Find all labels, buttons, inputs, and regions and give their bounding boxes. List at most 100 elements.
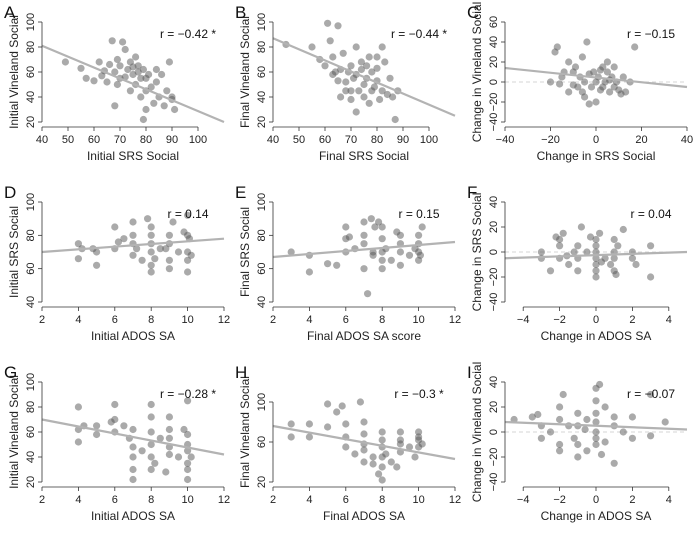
x-tick-label: 90	[166, 134, 178, 146]
data-point	[187, 453, 195, 461]
data-point	[77, 64, 85, 72]
panel-letter: A	[4, 3, 16, 22]
data-point	[661, 418, 669, 426]
data-point	[147, 248, 155, 256]
x-tick-label: 60	[319, 134, 331, 146]
data-point	[601, 403, 609, 411]
x-tick-label: −2	[553, 314, 566, 326]
data-point	[184, 268, 192, 276]
data-point	[571, 63, 580, 71]
x-tick-label: 4	[666, 314, 672, 326]
y-axis-label: Change in Vineland Social	[470, 362, 484, 503]
data-point	[360, 265, 368, 273]
data-point	[553, 43, 561, 51]
data-point	[129, 475, 137, 484]
data-point	[337, 93, 345, 101]
data-point	[590, 68, 598, 76]
y-tick-label: 20	[488, 221, 500, 233]
y-tick-label: 60	[256, 66, 268, 78]
y-tick-label: −40	[488, 113, 500, 132]
panel-letter: E	[235, 183, 246, 202]
data-point	[145, 70, 153, 79]
y-tick-label: 80	[25, 41, 37, 53]
data-point	[74, 255, 82, 263]
data-point	[147, 465, 155, 474]
data-point	[169, 218, 177, 226]
data-point	[93, 430, 101, 439]
data-point	[334, 77, 342, 85]
x-tick-label: 0	[593, 494, 599, 506]
x-axis-label: Initial ADOS SA	[91, 329, 175, 343]
data-point	[619, 225, 627, 234]
data-point	[129, 465, 137, 474]
data-point	[138, 447, 146, 455]
data-point	[352, 108, 360, 116]
data-point	[393, 228, 401, 236]
x-tick-label: −4	[517, 494, 530, 506]
x-tick-label: 10	[181, 494, 193, 506]
data-point	[137, 93, 145, 101]
data-point	[586, 233, 595, 241]
y-tick-label: 100	[25, 373, 37, 391]
data-point	[610, 254, 618, 262]
panel-h: 2 4 6 8 10 12 20 60 100 Final ADOS SA Final Vinela…	[235, 363, 461, 523]
data-point	[416, 251, 424, 259]
data-point	[174, 453, 183, 461]
data-point	[578, 88, 587, 96]
data-point	[338, 402, 346, 410]
data-point	[329, 53, 337, 61]
y-tick-label: 100	[256, 193, 268, 211]
y-tick-label: 80	[256, 41, 268, 53]
data-point	[614, 242, 622, 250]
y-tick-label: 40	[488, 376, 500, 388]
data-point	[592, 267, 600, 275]
data-point	[90, 77, 98, 85]
data-point	[184, 465, 192, 474]
data-point	[347, 62, 355, 70]
correlation-label: r = 0.14	[167, 207, 208, 221]
x-tick-label: 50	[293, 134, 305, 146]
data-point	[342, 443, 350, 451]
x-tick-label: 2	[270, 494, 276, 506]
data-point	[162, 245, 170, 253]
panel-d: 2 4 6 8 10 12 40 60 80 100 Initial ADOS SA Initial …	[4, 183, 230, 343]
data-point	[610, 459, 618, 467]
y-tick-label: 100	[25, 13, 37, 31]
data-point	[373, 53, 381, 61]
data-point	[162, 468, 170, 476]
data-point	[389, 93, 397, 101]
data-point	[147, 223, 155, 231]
data-point	[120, 235, 128, 243]
data-point	[139, 115, 147, 124]
data-point	[369, 248, 377, 256]
correlation-label: r = −0.3 *	[394, 387, 444, 401]
data-point	[150, 99, 158, 107]
data-point	[537, 248, 546, 256]
data-point	[74, 403, 82, 411]
data-point	[606, 88, 614, 96]
x-tick-label: 4	[306, 494, 312, 506]
y-tick-label: 40	[25, 91, 37, 103]
regression-line	[41, 418, 225, 456]
data-point	[357, 58, 365, 66]
data-point	[342, 87, 350, 95]
y-axis-label: Final Vineland Social	[238, 16, 252, 128]
data-point	[360, 93, 368, 101]
data-point	[158, 70, 166, 79]
data-point	[376, 95, 384, 104]
data-point	[324, 19, 332, 27]
data-point	[592, 235, 600, 244]
data-point	[603, 68, 612, 76]
data-point	[360, 458, 368, 466]
data-point	[120, 422, 128, 430]
data-point	[647, 273, 655, 281]
data-point	[156, 245, 164, 253]
y-tick-label: 40	[256, 296, 268, 308]
data-point	[74, 438, 82, 446]
y-axis-label: Change in SRS Social	[470, 193, 484, 312]
x-tick-label: −40	[496, 134, 515, 146]
data-point	[418, 223, 426, 231]
data-point	[378, 463, 386, 471]
